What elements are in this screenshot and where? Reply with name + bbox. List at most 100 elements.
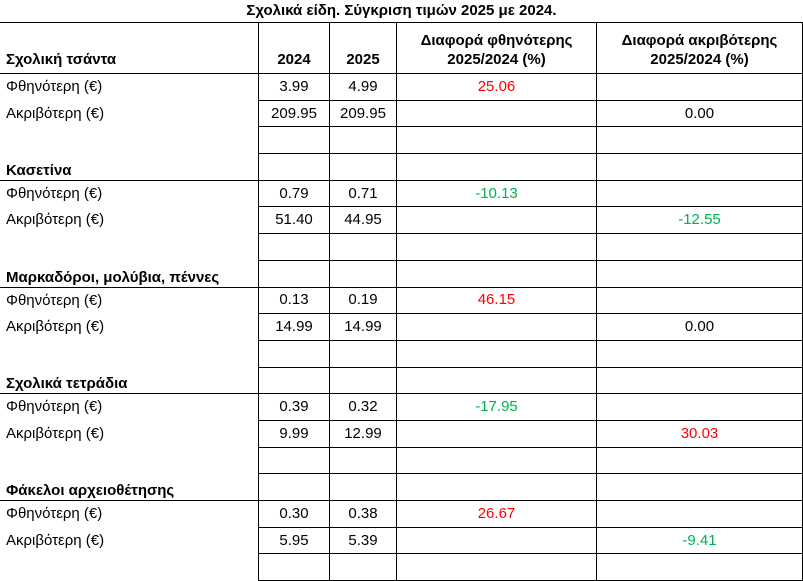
empty-cell [596,553,803,581]
value-2024: 209.95 [258,100,330,128]
empty-cell [258,367,330,395]
empty-cell [258,260,330,288]
spacer-row [0,340,803,368]
empty-cell [329,447,397,475]
empty-cell [258,340,330,368]
empty-cell [596,473,803,501]
value-2024: 0.13 [258,287,330,315]
empty-cell [396,473,597,501]
value-2025: 0.19 [329,287,397,315]
value-2024: 51.40 [258,206,330,235]
table-body: Σχολική τσάντα 2024 2025 Διαφορά φθηνότε… [0,22,803,581]
diff-expensive [596,500,803,528]
category-label: Σχολικά τετράδια [0,367,259,395]
header-row: Σχολική τσάντα 2024 2025 Διαφορά φθηνότε… [0,22,803,74]
diff-expensive [596,287,803,315]
row-label: Ακριβότερη (€) [6,531,105,549]
category-label: Φάκελοι αρχειοθέτησης [0,473,259,501]
value-2025: 0.38 [329,500,397,528]
header-diff-cheapest: Διαφορά φθηνότερης 2025/2024 (%) [396,22,597,74]
empty-cell [329,553,397,581]
value-2025: 44.95 [329,206,397,235]
table-row: Φθηνότερη (€) 0.39 0.32 -17.95 [0,393,803,421]
header-2024: 2024 [258,22,330,74]
diff-expensive [596,73,803,101]
value-2024: 14.99 [258,313,330,341]
table-row: Φθηνότερη (€) 3.99 4.99 25.06 [0,73,803,101]
diff-cheapest [396,527,597,555]
value-2024: 5.95 [258,527,330,555]
empty-cell [0,340,259,367]
diff-cheapest: 25.06 [396,73,597,101]
header-2025: 2025 [329,22,397,74]
diff-expensive: -12.55 [596,206,803,235]
table-row: Φθηνότερη (€) 0.79 0.71 -10.13 [0,180,803,208]
category-label: Μαρκαδόροι, μολύβια, πέννες [0,260,259,288]
row-label: Φθηνότερη (€) [6,78,103,96]
table-row: Φθηνότερη (€) 0.13 0.19 46.15 [0,287,803,315]
empty-cell [258,447,330,475]
empty-cell [0,234,259,261]
table-row: Ακριβότερη (€) 209.95 209.95 0.00 [0,100,803,128]
diff-expensive: 0.00 [596,100,803,128]
value-2024: 3.99 [258,73,330,101]
empty-cell [329,126,397,155]
empty-cell [396,553,597,581]
row-label: Φθηνότερη (€) [6,184,103,202]
diff-cheapest [396,420,597,448]
row-label: Ακριβότερη (€) [6,318,105,336]
table-row: Φθηνότερη (€) 0.30 0.38 26.67 [0,500,803,528]
row-label: Φθηνότερη (€) [6,505,103,523]
value-2025: 209.95 [329,100,397,128]
empty-cell [396,260,597,288]
spacer-row [0,447,803,475]
category-row: Φάκελοι αρχειοθέτησης [0,473,803,501]
empty-cell [258,153,330,181]
row-label: Ακριβότερη (€) [6,211,105,229]
value-2025: 14.99 [329,313,397,341]
empty-cell [396,447,597,475]
diff-expensive [596,393,803,421]
table-row: Ακριβότερη (€) 14.99 14.99 0.00 [0,313,803,341]
row-label: Φθηνότερη (€) [6,398,103,416]
category-row: Σχολικά τετράδια [0,367,803,395]
diff-cheapest: -10.13 [396,180,597,208]
diff-cheapest [396,100,597,128]
empty-cell [596,340,803,368]
empty-cell [329,340,397,368]
empty-cell [596,233,803,261]
category-label: Κασετίνα [0,153,259,181]
empty-cell [258,553,330,581]
value-2024: 0.79 [258,180,330,208]
table-title: Σχολικά είδη. Σύγκριση τιμών 2025 με 202… [246,2,557,19]
value-2024: 0.30 [258,500,330,528]
table-row: Ακριβότερη (€) 9.99 12.99 30.03 [0,420,803,448]
empty-cell [329,367,397,395]
row-label: Φθηνότερη (€) [6,291,103,309]
empty-cell [329,260,397,288]
diff-cheapest: 46.15 [396,287,597,315]
spacer-row [0,126,803,155]
value-2025: 4.99 [329,73,397,101]
empty-cell [0,554,259,581]
empty-cell [396,126,597,155]
empty-cell [329,233,397,261]
table-row: Ακριβότερη (€) 51.40 44.95 -12.55 [0,206,803,235]
empty-cell [396,153,597,181]
empty-cell [396,233,597,261]
empty-cell [258,473,330,501]
spacer-row [0,553,803,581]
empty-cell [258,233,330,261]
empty-cell [596,153,803,181]
diff-cheapest: -17.95 [396,393,597,421]
empty-cell [596,126,803,155]
diff-expensive [596,180,803,208]
empty-cell [0,447,259,474]
empty-cell [396,340,597,368]
value-2025: 0.32 [329,393,397,421]
header-item: Σχολική τσάντα [0,22,259,74]
table-row: Ακριβότερη (€) 5.95 5.39 -9.41 [0,527,803,555]
value-2024: 0.39 [258,393,330,421]
diff-expensive: 0.00 [596,313,803,341]
empty-cell [396,367,597,395]
